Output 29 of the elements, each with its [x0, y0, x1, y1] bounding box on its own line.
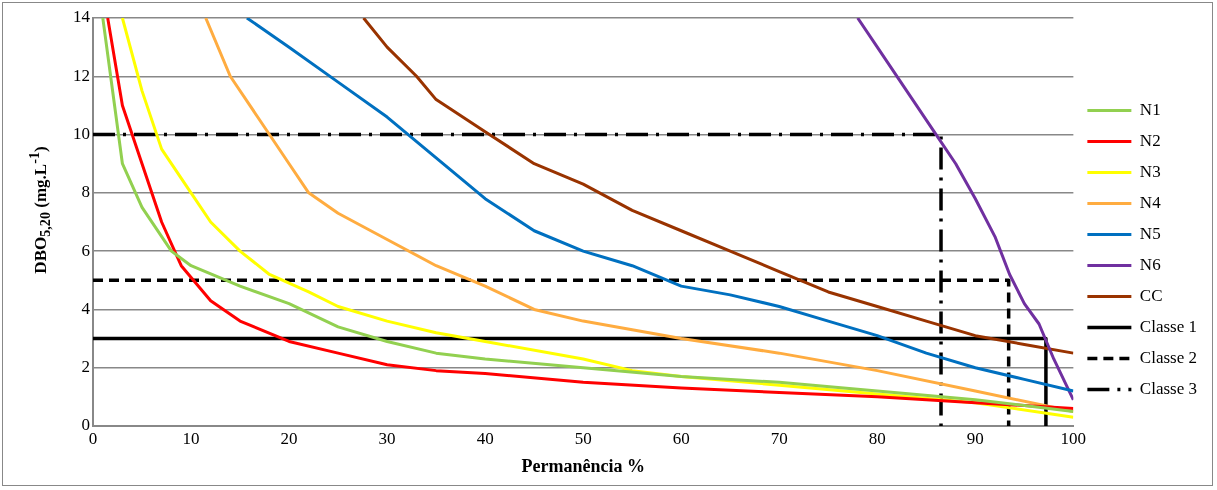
legend-label: Classe 1 [1139, 316, 1198, 336]
y-tick-label: 2 [81, 357, 90, 377]
x-axis-title: Permanência % [521, 455, 645, 476]
legend-label: N6 [1139, 254, 1161, 274]
x-tick-label: 70 [770, 428, 788, 448]
legend-label: N3 [1139, 161, 1161, 181]
y-tick-label: 6 [81, 240, 90, 260]
legend-label: N4 [1139, 192, 1162, 212]
x-tick-label: 50 [574, 428, 592, 448]
x-tick-label: 60 [672, 428, 690, 448]
legend-label: Classe 2 [1139, 347, 1198, 367]
x-tick-label: 80 [868, 428, 886, 448]
legend-label: CC [1139, 285, 1163, 305]
y-tick-label: 12 [73, 65, 90, 85]
x-tick-label: 20 [280, 428, 298, 448]
y-tick-label: 0 [81, 415, 90, 435]
legend-label: N1 [1139, 99, 1161, 119]
y-tick-label: 10 [73, 124, 90, 144]
legend-label: Classe 3 [1139, 378, 1198, 398]
x-tick-label: 40 [476, 428, 494, 448]
y-tick-label: 14 [73, 7, 91, 27]
x-tick-label: 90 [966, 428, 984, 448]
x-tick-label: 30 [378, 428, 396, 448]
legend-label: N2 [1139, 130, 1161, 150]
y-tick-label: 8 [81, 182, 90, 202]
y-tick-label: 4 [81, 298, 91, 318]
x-tick-label: 10 [182, 428, 200, 448]
legend-label: N5 [1139, 223, 1161, 243]
x-tick-label: 100 [1060, 428, 1087, 448]
